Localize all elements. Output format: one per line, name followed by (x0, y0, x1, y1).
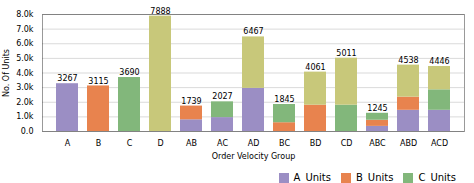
svg-text:2027: 2027 (212, 92, 232, 101)
svg-text:3.0k: 3.0k (16, 83, 34, 92)
svg-text:2.0k: 2.0k (16, 98, 34, 107)
svg-text:BC: BC (279, 139, 290, 148)
svg-text:7.0k: 7.0k (16, 25, 34, 34)
svg-text:AC: AC (217, 139, 228, 148)
html-text:C_Units: C_Units (418, 172, 456, 183)
html-text:B_Units: B_Units (356, 172, 394, 183)
svg-text:5.0k: 5.0k (16, 54, 34, 63)
svg-text:7888: 7888 (150, 6, 171, 16)
svg-text:4061: 4061 (305, 63, 325, 72)
svg-text:ACD: ACD (431, 139, 448, 148)
svg-text:1245: 1245 (367, 104, 387, 113)
svg-text:ABD: ABD (400, 139, 417, 148)
svg-text:3267: 3267 (57, 74, 77, 83)
svg-text:0.0: 0.0 (21, 127, 34, 136)
svg-text:1845: 1845 (274, 95, 294, 104)
svg-text:BD: BD (310, 139, 322, 148)
svg-text:A: A (65, 139, 71, 148)
svg-text:AD: AD (248, 139, 260, 148)
svg-text:B: B (96, 139, 102, 148)
svg-text:1.0k: 1.0k (16, 112, 34, 121)
svg-text:No. Of Units: No. Of Units (2, 49, 11, 97)
svg-text:C: C (127, 139, 133, 148)
svg-text:4538: 4538 (398, 56, 418, 65)
html-text:A_Units: A_Units (293, 172, 331, 183)
svg-text:4.0k: 4.0k (16, 69, 34, 78)
svg-text:8.0k: 8.0k (16, 10, 34, 19)
svg-text:1739: 1739 (181, 97, 201, 106)
svg-text:4446: 4446 (429, 57, 449, 66)
svg-text:AB: AB (186, 139, 197, 148)
svg-text:D: D (157, 139, 163, 148)
svg-text:5011: 5011 (336, 49, 356, 58)
svg-text:3690: 3690 (119, 68, 139, 77)
svg-text:3115: 3115 (88, 77, 108, 86)
svg-text:CD: CD (341, 139, 353, 148)
svg-text:ABC: ABC (369, 139, 386, 148)
svg-text:6467: 6467 (243, 27, 263, 36)
svg-text:Order Velocity Group: Order Velocity Group (212, 152, 296, 161)
svg-text:6.0k: 6.0k (16, 39, 34, 48)
